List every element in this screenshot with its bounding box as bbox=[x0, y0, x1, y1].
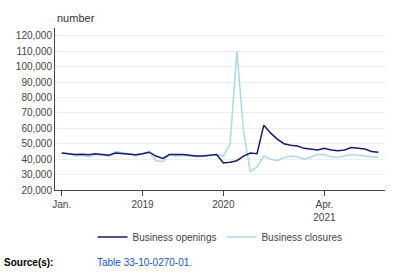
svg-text:100,000: 100,000 bbox=[16, 61, 53, 72]
svg-text:30,000: 30,000 bbox=[21, 169, 52, 180]
svg-text:2019: 2019 bbox=[131, 199, 154, 210]
svg-text:70,000: 70,000 bbox=[21, 107, 52, 118]
svg-text:2020: 2020 bbox=[212, 199, 235, 210]
svg-text:110,000: 110,000 bbox=[17, 46, 53, 57]
svg-text:60,000: 60,000 bbox=[21, 123, 52, 134]
svg-text:number: number bbox=[57, 12, 95, 24]
svg-text:40,000: 40,000 bbox=[21, 154, 52, 165]
svg-text:90,000: 90,000 bbox=[21, 77, 52, 88]
svg-text:20,000: 20,000 bbox=[21, 185, 52, 196]
svg-text:Table 33-10-0270-01.: Table 33-10-0270-01. bbox=[97, 257, 192, 268]
svg-text:Apr.2021: Apr.2021 bbox=[313, 199, 336, 223]
svg-text:80,000: 80,000 bbox=[21, 92, 52, 103]
svg-text:120,000: 120,000 bbox=[16, 30, 53, 41]
svg-text:50,000: 50,000 bbox=[21, 138, 52, 149]
svg-text:Jan.: Jan. bbox=[52, 199, 71, 210]
svg-text:Business openings: Business openings bbox=[133, 232, 217, 243]
svg-text:Source(s):: Source(s): bbox=[4, 257, 53, 268]
svg-text:Business closures: Business closures bbox=[261, 232, 342, 243]
